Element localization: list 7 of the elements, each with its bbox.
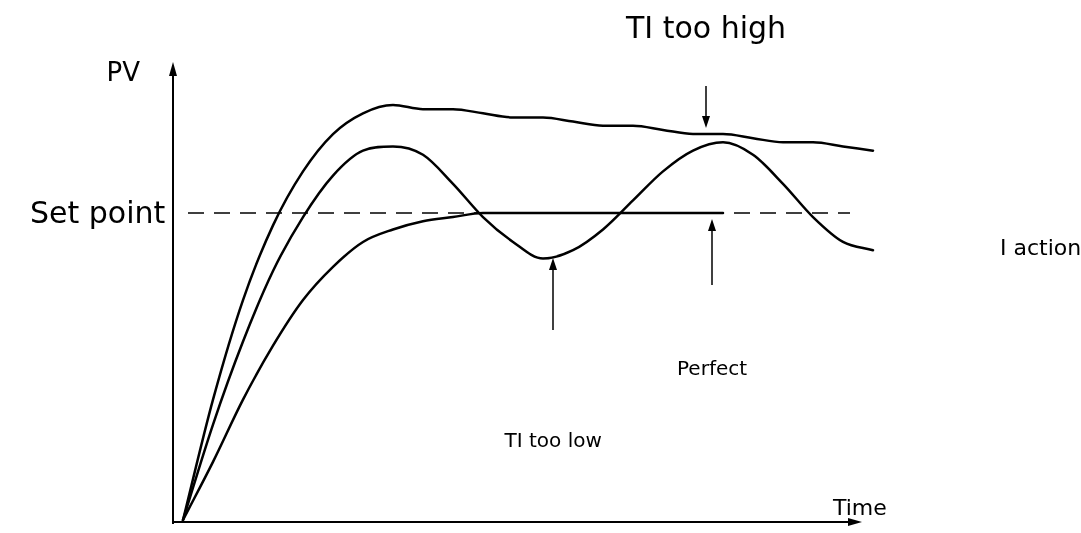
x-axis-title: Time	[833, 495, 887, 520]
ref-line-label: Set point	[30, 194, 166, 230]
annotation: TI too low	[504, 428, 602, 452]
text: I action	[1000, 235, 1081, 260]
y-axis-title: PV	[106, 57, 140, 87]
text: TI too high	[626, 10, 787, 45]
annotation: Perfect	[677, 356, 748, 380]
